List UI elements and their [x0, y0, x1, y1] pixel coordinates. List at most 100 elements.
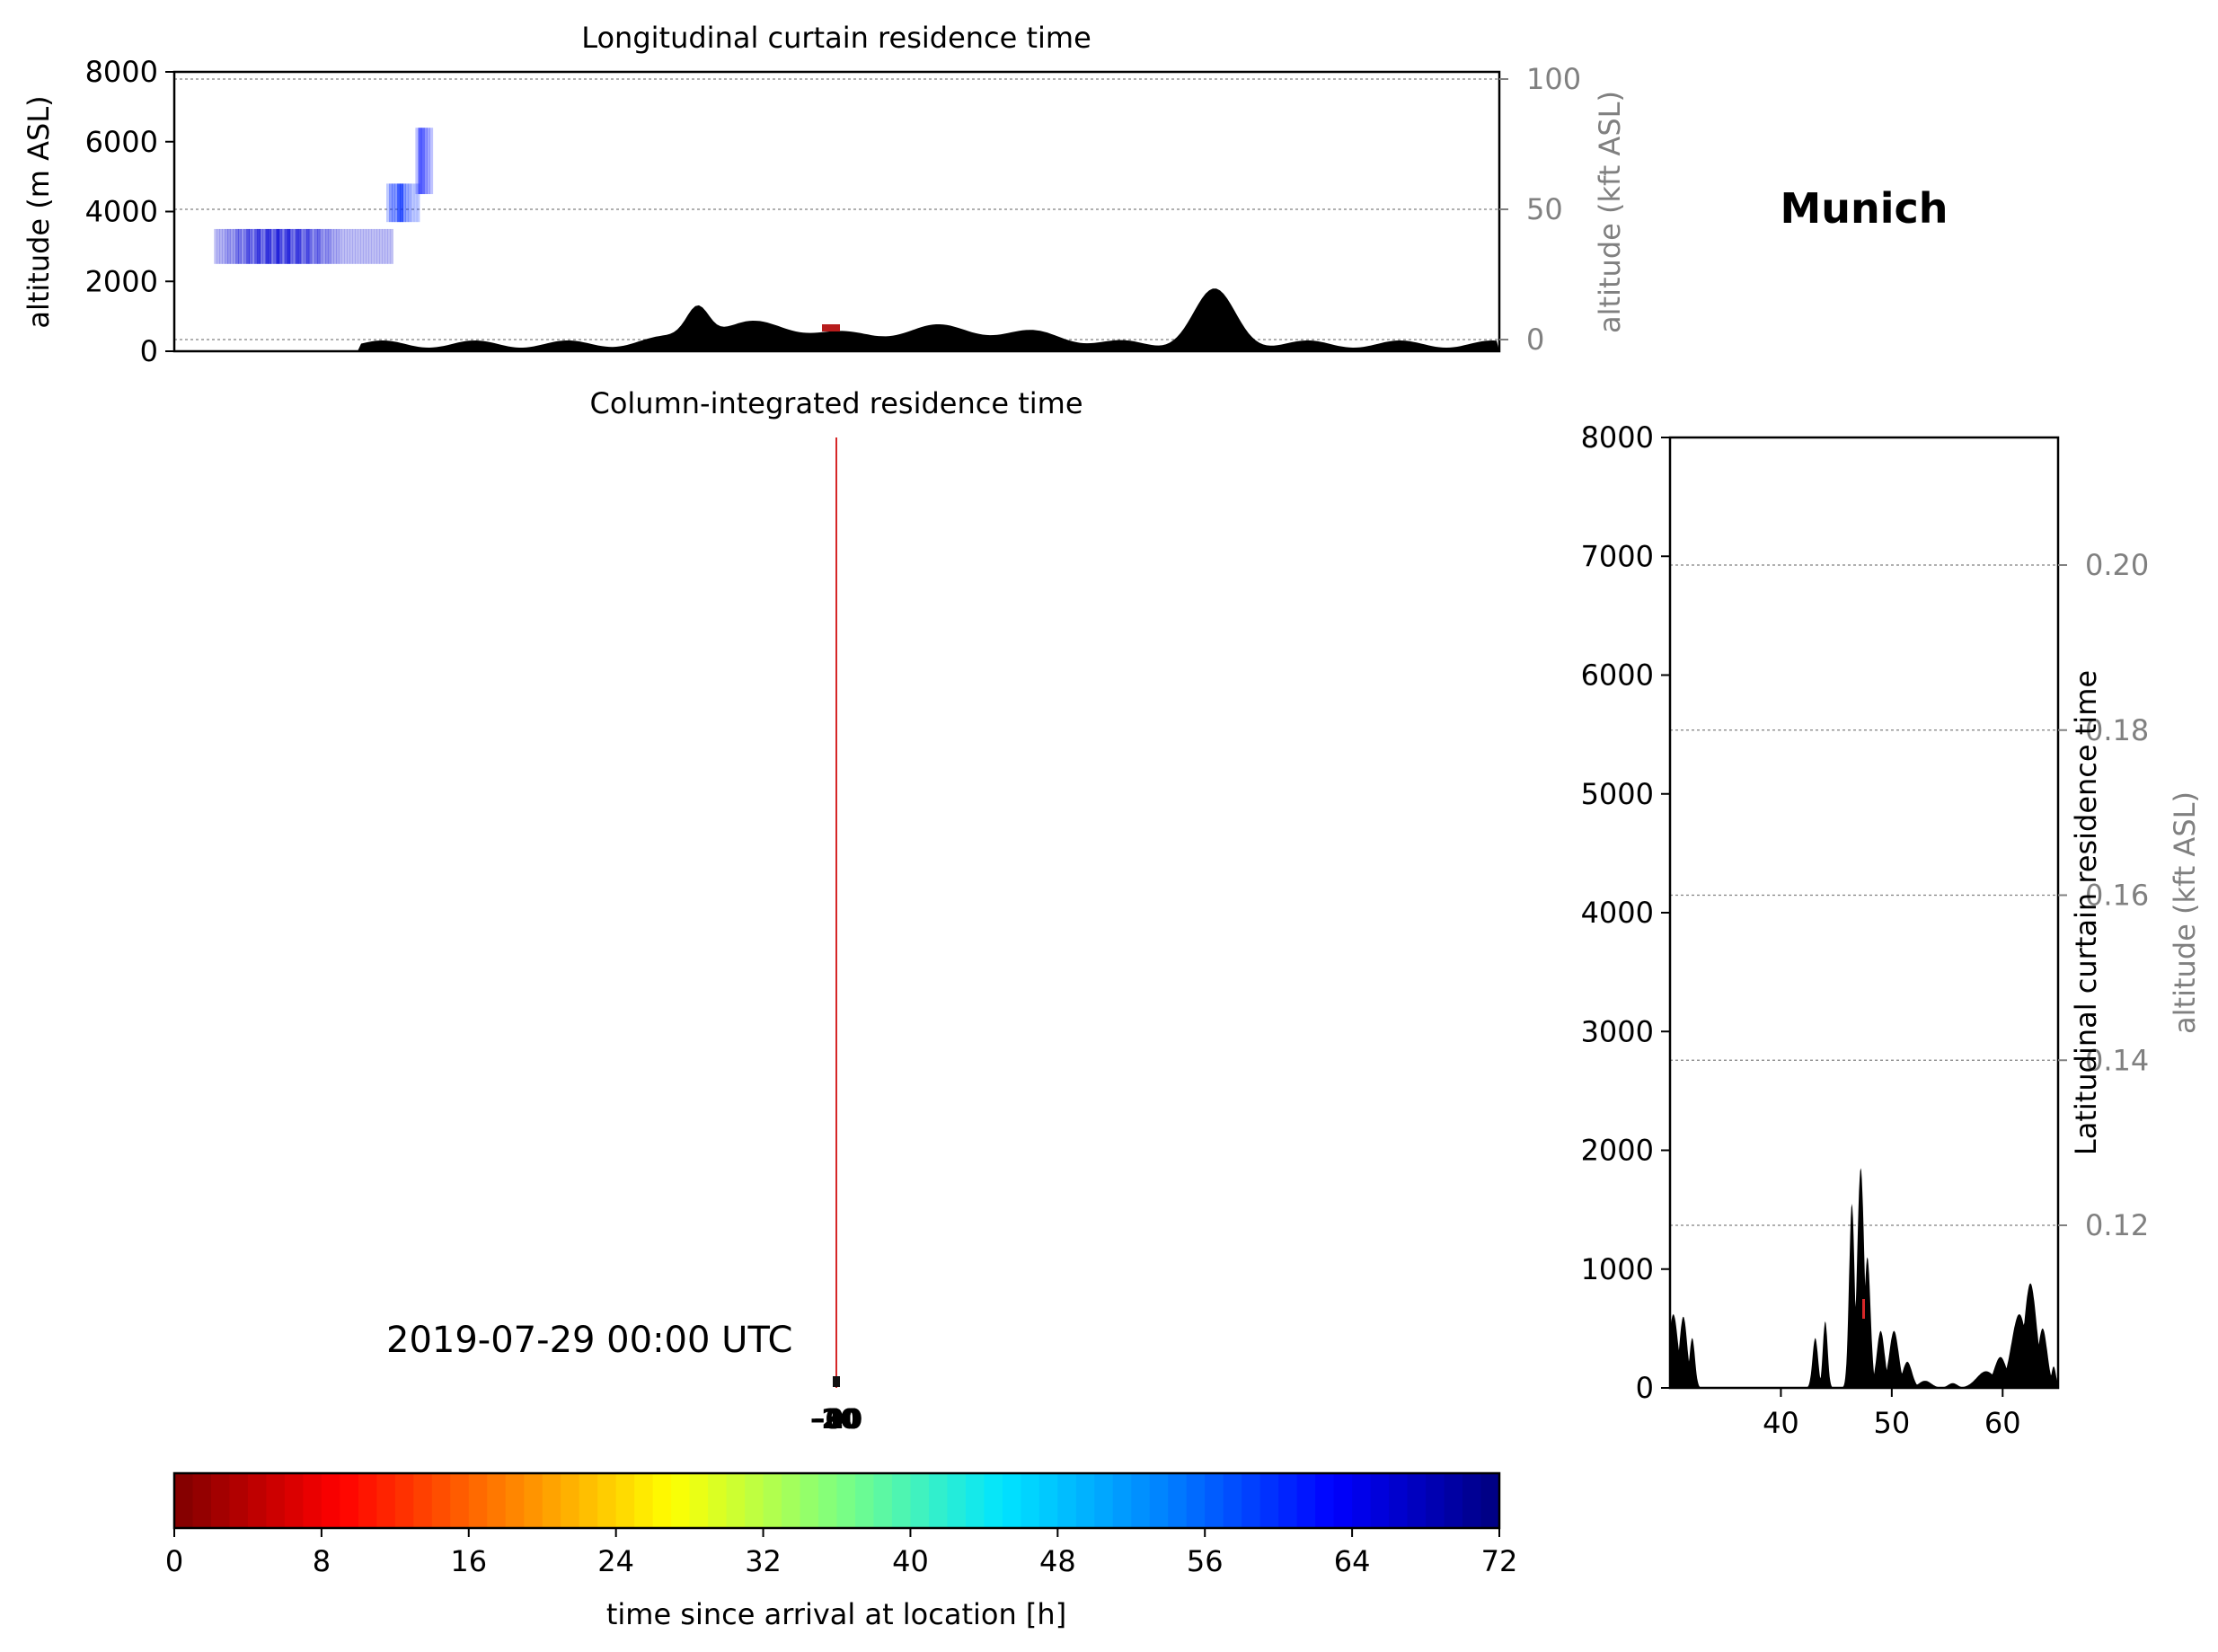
longitudinal-plot-frame: [172, 70, 1501, 353]
longitudinal-residence-cell: [368, 228, 372, 264]
longitudinal-residence-cell: [328, 228, 331, 264]
column-point-label: 0: [826, 1404, 844, 1436]
colorbar-tick-label: 8: [313, 1544, 331, 1578]
colorbar-cell: [524, 1473, 543, 1528]
colorbar-cell: [1038, 1473, 1058, 1528]
longitudinal-residence-cell: [355, 228, 358, 264]
colorbar-cell: [726, 1473, 746, 1528]
colorbar-cell: [689, 1473, 709, 1528]
location-title: Munich: [1780, 184, 1948, 233]
longitudinal-residence-cell: [227, 228, 231, 264]
colorbar-cell: [965, 1473, 985, 1528]
colorbar-cell: [1112, 1473, 1132, 1528]
colorbar-cell: [487, 1473, 507, 1528]
colorbar-cell: [192, 1473, 212, 1528]
longitudinal-y-tick-label: 8000: [85, 55, 158, 89]
longitudinal-residence-cell: [397, 183, 401, 223]
longitudinal-residence-cell: [289, 228, 294, 264]
colorbar-cell: [579, 1473, 598, 1528]
colorbar-tick-label: 72: [1481, 1544, 1518, 1578]
colorbar-cell: [854, 1473, 875, 1528]
longitudinal-curtain-title: Longitudinal curtain residence time: [581, 21, 1091, 55]
latitudinal-y-tick-label: 8000: [1581, 420, 1654, 455]
longitudinal-residence-cell: [268, 228, 272, 264]
colorbar-cell: [303, 1473, 323, 1528]
longitudinal-y-tick-label: 2000: [85, 264, 158, 298]
longitudinal-residence-cell: [295, 228, 299, 264]
latitudinal-y-tick-label: 4000: [1581, 896, 1654, 930]
longitudinal-residence-cell: [287, 228, 291, 264]
colorbar-tick-label: 48: [1039, 1544, 1076, 1578]
longitudinal-residence-cell: [336, 228, 340, 264]
colorbar-cell: [1352, 1473, 1372, 1528]
longitudinal-residence-cell: [392, 183, 395, 223]
colorbar-cell: [542, 1473, 561, 1528]
colorbar-cell: [671, 1473, 691, 1528]
colorbar-tick-label: 0: [165, 1544, 183, 1578]
longitudinal-residence-cell: [376, 228, 380, 264]
longitudinal-residence-cell: [278, 228, 283, 264]
colorbar-cell: [1075, 1473, 1095, 1528]
colorbar-cell: [358, 1473, 377, 1528]
longitudinal-residence-cell: [262, 228, 267, 264]
colorbar-tick-label: 64: [1334, 1544, 1371, 1578]
colorbar-cell: [1149, 1473, 1169, 1528]
longitudinal-residence-cell: [276, 228, 280, 264]
longitudinal-residence-cell: [411, 183, 415, 223]
longitudinal-residence-cell: [319, 228, 323, 264]
colorbar-cell: [708, 1473, 728, 1528]
longitudinal-residence-cell: [400, 183, 403, 223]
colorbar-cell: [1259, 1473, 1279, 1528]
latitudinal-secondary-y-tick-label: 0.16: [2085, 879, 2149, 913]
colorbar-cells: [174, 1473, 1500, 1528]
longitudinal-residence-cell: [322, 228, 326, 264]
longitudinal-residence-cell: [281, 228, 286, 264]
colorbar-cell: [450, 1473, 470, 1528]
longitudinal-residence-cell: [305, 228, 310, 264]
colorbar-cell: [615, 1473, 635, 1528]
colorbar-cell: [928, 1473, 949, 1528]
colorbar-cell: [634, 1473, 654, 1528]
longitudinal-residence-cell: [219, 228, 223, 264]
longitudinal-residence-cell: [303, 228, 307, 264]
colorbar-cell: [266, 1473, 286, 1528]
longitudinal-residence-cell: [429, 128, 434, 195]
longitudinal-residence-cell: [214, 228, 217, 264]
latitudinal-y-label: Latitudinal curtain residence time: [2069, 670, 2103, 1155]
colorbar-cell: [394, 1473, 414, 1528]
longitudinal-residence-cell: [216, 228, 220, 264]
longitudinal-residence-cell: [339, 228, 342, 264]
latitudinal-secondary-y-tick-label: 0.20: [2085, 548, 2149, 582]
latitudinal-x-ticks: 40 50 60: [1763, 1388, 2021, 1440]
colorbar-cell: [1462, 1473, 1482, 1528]
longitudinal-residence-cell: [246, 228, 250, 264]
latitudinal-terrain: [1670, 1168, 2058, 1388]
colorbar-cell: [836, 1473, 856, 1528]
colorbar-tick-label: 24: [597, 1544, 634, 1578]
colorbar-tick-label: 32: [745, 1544, 782, 1578]
column-integrated-panel: Column-integrated residence time 0-10-20…: [386, 386, 1083, 1436]
longitudinal-residence-cell: [418, 128, 422, 195]
longitudinal-residence-cell: [384, 228, 388, 264]
colorbar-cell: [468, 1473, 488, 1528]
colorbar-cell: [284, 1473, 305, 1528]
colorbar-label: time since arrival at location [h]: [606, 1597, 1066, 1631]
longitudinal-residence-cell: [265, 228, 270, 264]
colorbar-cell: [1426, 1473, 1445, 1528]
longitudinal-residence-cell: [379, 228, 383, 264]
longitudinal-residence-cell: [358, 228, 361, 264]
colorbar-cell: [947, 1473, 967, 1528]
column-point-marker: [833, 1376, 840, 1387]
column-point-label: -30: [814, 1404, 862, 1436]
column-point-label: -20: [810, 1404, 859, 1436]
longitudinal-residence-cell: [413, 183, 418, 223]
longitudinal-residence-cell: [389, 183, 393, 223]
longitudinal-residence-cell: [308, 228, 313, 264]
longitudinal-y-ticks: 0 2000 4000 6000 8000: [85, 55, 174, 368]
latitudinal-y-tick-label: 5000: [1581, 777, 1654, 811]
colorbar-cell: [1480, 1473, 1500, 1528]
longitudinal-residence-cell: [233, 228, 236, 264]
longitudinal-residence-cell: [225, 228, 228, 264]
colorbar-cell: [1389, 1473, 1409, 1528]
